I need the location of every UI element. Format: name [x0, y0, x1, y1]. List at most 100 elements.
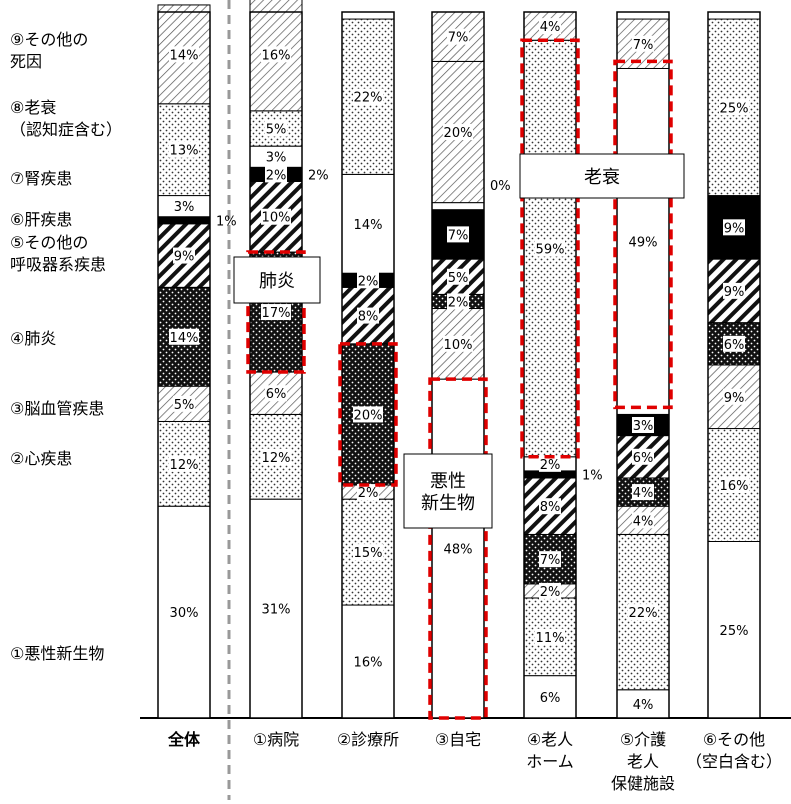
data-label-bg — [539, 551, 561, 568]
data-label-bg — [169, 328, 199, 345]
legend-label: ①悪性新生物 — [10, 644, 104, 663]
data-label: 49% — [629, 235, 658, 250]
data-label: 20% — [444, 126, 473, 141]
data-label: 14% — [170, 48, 199, 63]
data-label-bg — [539, 455, 561, 472]
legend-label: ⑥肝疾患 — [10, 210, 72, 229]
annotation-text: 悪性 — [430, 471, 466, 492]
data-label-bg — [169, 455, 199, 472]
annotation-box — [519, 153, 685, 199]
data-label-bg — [353, 544, 383, 561]
data-label-bg — [539, 498, 561, 515]
data-label-bg — [535, 240, 565, 257]
data-label: 30% — [170, 606, 199, 621]
category-label: 老人 — [627, 752, 659, 771]
data-label: 6% — [724, 338, 745, 353]
data-label-bg — [443, 335, 473, 352]
data-label: 7% — [633, 38, 654, 53]
bar-outline — [707, 11, 761, 719]
data-label: 2% — [358, 486, 379, 501]
data-label: 48% — [444, 543, 473, 558]
data-label: 2% — [540, 585, 561, 600]
data-label: 9% — [724, 221, 745, 236]
data-label: 31% — [262, 603, 291, 618]
data-label: 10% — [444, 338, 473, 353]
outside-data-label: 1% — [582, 468, 603, 483]
data-label-bg — [353, 215, 383, 232]
data-label: 12% — [170, 458, 199, 473]
data-label-bg — [265, 120, 287, 137]
category-label: （空白含む） — [686, 752, 782, 771]
data-label: 5% — [174, 398, 195, 413]
data-label-bg — [173, 247, 195, 264]
annotation-box — [233, 256, 321, 304]
highlight-box — [520, 38, 580, 459]
data-label-bg — [169, 141, 199, 158]
category-label: ③自宅 — [435, 730, 481, 749]
data-label: 2% — [448, 295, 469, 310]
data-label-bg — [632, 695, 654, 712]
data-label: 3% — [633, 419, 654, 434]
data-label: 4% — [633, 514, 654, 529]
data-label: 9% — [724, 391, 745, 406]
annotation-text: 老衰 — [584, 167, 620, 188]
highlight-box — [246, 250, 306, 374]
category-label: 全体 — [167, 730, 201, 749]
data-label: 7% — [540, 553, 561, 568]
data-label-bg — [539, 18, 561, 35]
category-label: 保健施設 — [611, 774, 675, 793]
data-label-bg — [169, 46, 199, 63]
legend-label: 死因 — [10, 52, 42, 71]
data-label: 22% — [354, 91, 383, 106]
bar-outline — [341, 11, 395, 719]
highlight-box — [613, 59, 673, 410]
data-label: 9% — [174, 250, 195, 265]
legend-label: （認知症含む） — [10, 120, 122, 139]
data-label-bg — [443, 540, 473, 557]
data-label-bg — [169, 604, 199, 621]
data-label: 12% — [262, 451, 291, 466]
data-label-bg — [723, 335, 745, 352]
bar-outline — [616, 11, 670, 719]
category-label: ②診療所 — [337, 730, 399, 749]
category-label: ⑥その他 — [703, 730, 765, 749]
data-label-bg — [353, 406, 383, 423]
data-label: 59% — [536, 243, 565, 258]
legend-label: ③脳血管疾患 — [10, 399, 104, 418]
data-label: 2% — [266, 168, 287, 183]
legend-label: ⑦腎疾患 — [10, 169, 72, 188]
category-label: ホーム — [526, 752, 574, 771]
data-label-bg — [447, 226, 469, 243]
category-label: ④老人 — [527, 730, 573, 749]
category-label: ①病院 — [253, 730, 299, 749]
data-label-bg — [447, 293, 469, 310]
data-label: 16% — [720, 479, 749, 494]
data-label: 25% — [720, 101, 749, 116]
data-label: 7% — [448, 228, 469, 243]
data-label-bg — [261, 304, 291, 321]
data-label-bg — [719, 621, 749, 638]
data-label-bg — [261, 600, 291, 617]
legend-label: ⑤その他の — [10, 233, 88, 252]
outside-data-label: 2% — [308, 168, 329, 183]
data-label: 6% — [540, 691, 561, 706]
data-label: 2% — [358, 274, 379, 289]
data-label: 5% — [448, 271, 469, 286]
data-label: 15% — [354, 546, 383, 561]
data-label: 16% — [262, 48, 291, 63]
data-label-bg — [261, 448, 291, 465]
data-label-bg — [173, 395, 195, 412]
category-label: ⑤介護 — [620, 730, 666, 749]
data-label-bg — [261, 208, 291, 225]
data-label: 3% — [266, 151, 287, 166]
data-label-bg — [632, 448, 654, 465]
data-label-bg — [628, 604, 658, 621]
legend-label: ④肺炎 — [10, 329, 56, 348]
data-label-bg — [723, 282, 745, 299]
data-label-bg — [261, 46, 291, 63]
data-label-bg — [447, 268, 469, 285]
data-label: 6% — [633, 451, 654, 466]
data-label-bg — [265, 148, 287, 165]
bar-outline — [249, 11, 303, 719]
data-label-bg — [719, 477, 749, 494]
